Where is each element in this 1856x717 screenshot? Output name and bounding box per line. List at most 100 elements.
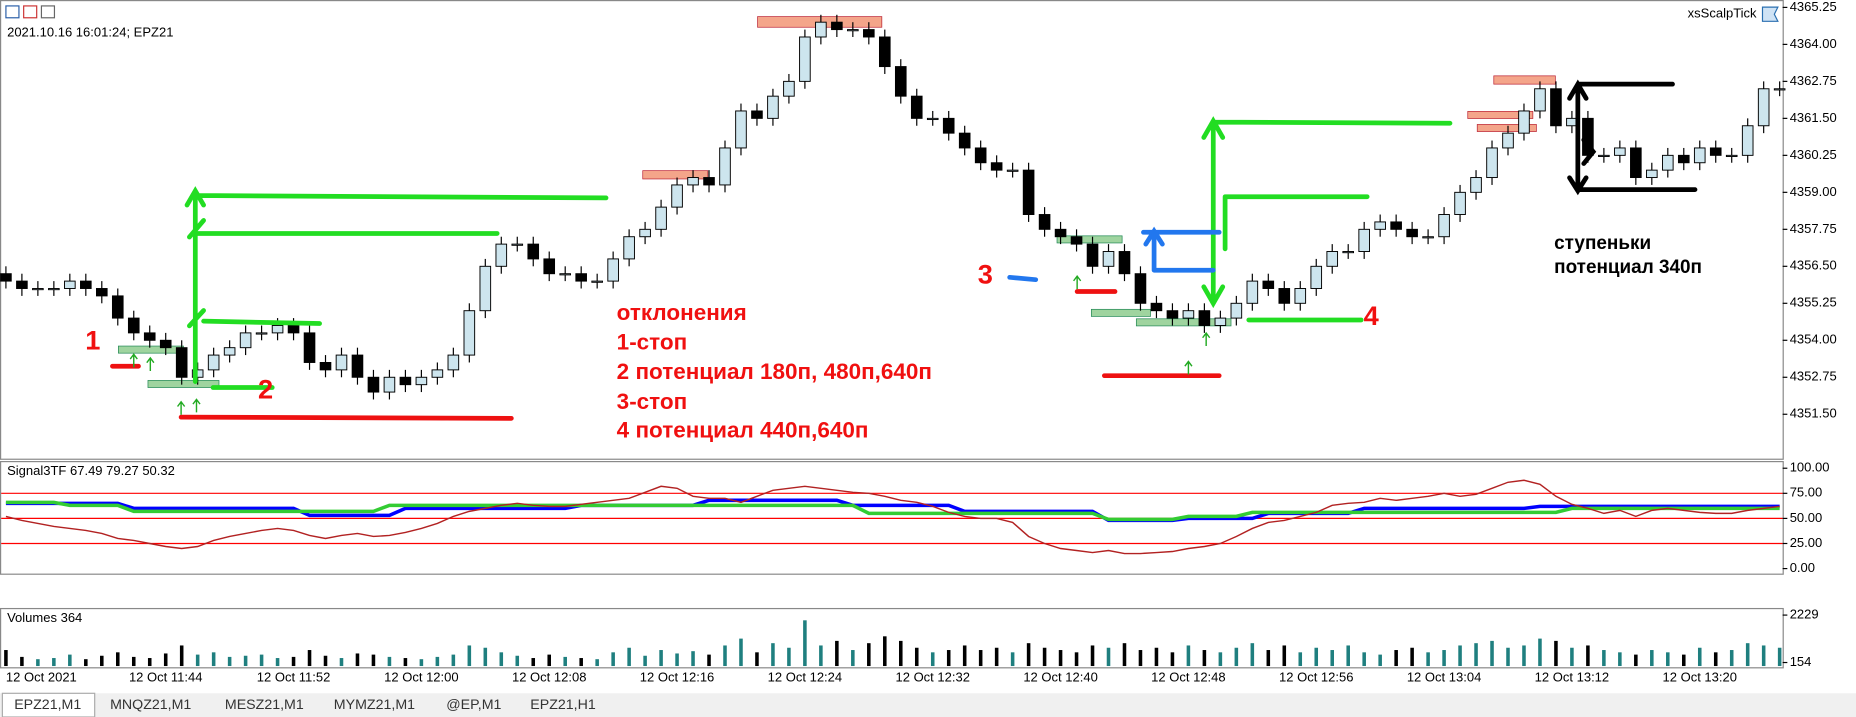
volume-bar xyxy=(179,645,184,667)
candle-body xyxy=(990,162,1003,171)
x-tick-label: 12 Oct 13:12 xyxy=(1535,669,1609,684)
volume-bar xyxy=(755,652,759,667)
volume-bar xyxy=(1026,643,1031,667)
candle-body xyxy=(351,354,364,378)
candle-body xyxy=(671,184,683,208)
candle-body xyxy=(863,29,875,38)
volume-bar xyxy=(851,650,855,667)
volume-bar xyxy=(787,647,791,667)
candle-body xyxy=(32,288,44,291)
candle-body xyxy=(1214,317,1227,326)
volume-bar xyxy=(1330,650,1334,667)
candle-body xyxy=(719,147,731,186)
tab[interactable]: MYMZ21,M1 xyxy=(334,697,415,713)
candle-body xyxy=(527,243,540,260)
candle-body xyxy=(1262,280,1275,289)
candle-body xyxy=(303,332,316,363)
y-tick-label: 4359.00 xyxy=(1790,184,1837,199)
volume-bar xyxy=(1554,640,1558,667)
candle-body xyxy=(16,280,28,289)
candle-body xyxy=(1661,154,1674,171)
candle-body xyxy=(543,258,556,275)
candle-body xyxy=(1166,310,1179,319)
y-tick-label: 2229 xyxy=(1790,607,1819,622)
x-tick-label: 12 Oct 2021 xyxy=(6,669,77,684)
volume-bar xyxy=(1250,643,1255,667)
y-tick-label: 50.00 xyxy=(1790,510,1823,525)
candle-body xyxy=(175,347,188,378)
candle-body xyxy=(1054,228,1067,238)
volume-bar xyxy=(1394,650,1398,667)
volume-bar xyxy=(819,645,823,667)
candle-body xyxy=(1502,132,1514,149)
y-tick-label: 4351.50 xyxy=(1790,406,1837,421)
candle-body xyxy=(1486,147,1498,179)
tab-active[interactable] xyxy=(1,692,96,717)
y-tick-label: 4356.50 xyxy=(1790,258,1837,273)
volume-bar xyxy=(563,656,567,667)
volume-bar xyxy=(435,656,440,667)
expert-icon[interactable] xyxy=(1761,6,1779,22)
volume-bar xyxy=(1426,652,1430,667)
annotation-number: 2 xyxy=(258,373,273,404)
volume-bar xyxy=(1650,650,1654,667)
candle-body xyxy=(894,66,907,97)
volume-bar xyxy=(1122,643,1127,667)
candle-body xyxy=(815,21,827,38)
volume-bar xyxy=(627,647,631,667)
candle-body xyxy=(1550,88,1562,127)
tab[interactable]: @EP,M1 xyxy=(446,697,501,713)
y-tick-label: 154 xyxy=(1790,654,1812,669)
candle-body xyxy=(1070,236,1083,245)
volume-bar xyxy=(195,654,200,667)
annotation-note: ступеньки xyxy=(1554,233,1651,254)
volume-bar xyxy=(1346,645,1350,667)
volume-bar xyxy=(84,659,88,667)
volume-bar xyxy=(323,655,328,667)
candle-body xyxy=(878,36,891,68)
candle-body xyxy=(335,354,348,371)
candle-body xyxy=(1646,169,1658,179)
volume-bar xyxy=(1202,650,1207,667)
candle-body xyxy=(1454,191,1466,216)
candle-body xyxy=(287,325,300,334)
tab[interactable]: MNQZ21,M1 xyxy=(110,697,191,713)
volume-bar xyxy=(962,645,967,667)
candle-body xyxy=(703,177,715,186)
volume-bar xyxy=(419,659,424,667)
volume-bar xyxy=(723,645,727,667)
candle-body xyxy=(1534,88,1546,112)
candle-body xyxy=(1741,125,1754,156)
expert-name: xsScalpTick xyxy=(1688,6,1757,21)
candle-body xyxy=(623,236,635,260)
tab[interactable]: MESZ21,M1 xyxy=(225,697,304,713)
icon[interactable] xyxy=(5,5,20,19)
icon[interactable] xyxy=(23,5,38,19)
volume-bar xyxy=(483,647,488,667)
volume-bar xyxy=(946,650,951,667)
candle-body xyxy=(1278,288,1291,304)
volume-bar xyxy=(100,655,104,667)
candle-body xyxy=(255,332,268,335)
tab[interactable]: EPZ21,M1 xyxy=(14,697,81,713)
volume-bar xyxy=(1586,645,1590,667)
volume-bar xyxy=(116,652,120,667)
candle-body xyxy=(1198,310,1211,326)
volume-bar xyxy=(1282,645,1287,667)
volume-bar xyxy=(68,654,72,667)
y-tick-label: 4362.75 xyxy=(1790,73,1837,88)
tab[interactable]: EPZ21,H1 xyxy=(530,697,596,713)
volume-bar xyxy=(243,655,248,667)
support-box xyxy=(118,345,184,354)
candle-body xyxy=(1022,169,1035,216)
volume-bar xyxy=(707,654,711,667)
volume-bar xyxy=(52,658,56,667)
x-tick-label: 12 Oct 12:56 xyxy=(1279,669,1353,684)
y-tick-label: 75.00 xyxy=(1790,485,1823,500)
candle-body xyxy=(1246,280,1259,304)
icon[interactable] xyxy=(40,5,56,19)
volume-bar xyxy=(659,650,663,667)
candle-body xyxy=(974,147,987,164)
candle-body xyxy=(431,369,444,378)
volume-bar xyxy=(1186,645,1191,667)
